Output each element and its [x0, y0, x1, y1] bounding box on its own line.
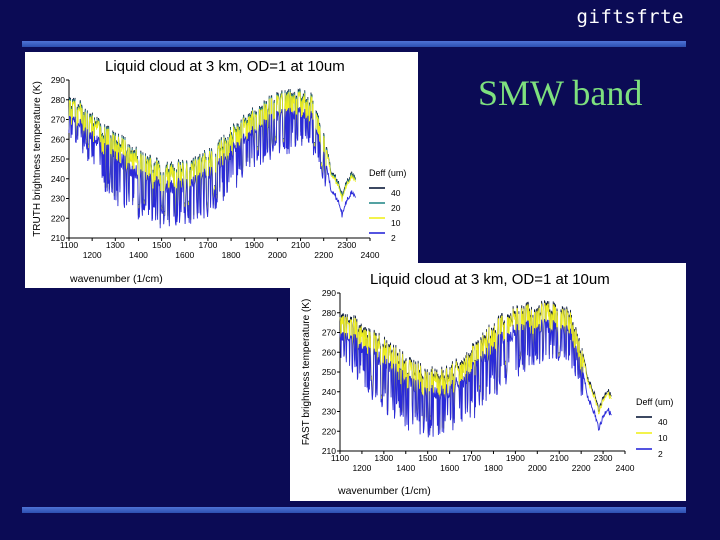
chart2-y-tick-label: 270 [322, 328, 336, 338]
chart1-y-tick-label: 290 [51, 75, 65, 85]
chart2-y-tick-label: 290 [322, 288, 336, 298]
chart2-legend-title: Deff (um) [636, 397, 673, 407]
chart2-y-axis-label: FAST brightness temperature (K) [301, 299, 312, 446]
brand-label: giftsfrte [576, 6, 684, 28]
chart1-x-axis-label: wavenumber (1/cm) [69, 273, 163, 285]
chart1-x-tick-label: 1800 [222, 250, 241, 260]
chart2-x-axis-label: wavenumber (1/cm) [337, 485, 431, 497]
chart2-y-tick-label: 260 [322, 347, 336, 357]
chart1-y-tick-label: 250 [51, 154, 65, 164]
chart2-x-tick-label: 2200 [572, 463, 591, 473]
chart2-x-tick-label: 1400 [396, 463, 415, 473]
chart-panel-truth: Liquid cloud at 3 km, OD=1 at 10um TRUTH … [25, 52, 418, 288]
chart1-y-tick-label: 240 [51, 174, 65, 184]
chart1-x-tick-label: 2000 [268, 250, 287, 260]
chart2-legend-label-10: 10 [658, 433, 668, 443]
chart2-x-tick-label: 1200 [352, 463, 371, 473]
chart2-y-tick-label: 230 [322, 407, 336, 417]
chart1-title: Liquid cloud at 3 km, OD=1 at 10um [105, 58, 345, 75]
chart1-x-tick-label: 1400 [129, 250, 148, 260]
chart1-y-tick-label: 260 [51, 134, 65, 144]
chart2-legend-label-2: 2 [658, 449, 663, 459]
chart1-x-tick-label: 1200 [83, 250, 102, 260]
chart2-y-tick-label: 220 [322, 426, 336, 436]
chart2-x-tick-label: 1500 [418, 453, 437, 463]
chart1-legend-label-2: 2 [391, 233, 396, 243]
chart1-x-tick-label: 2100 [291, 240, 310, 250]
chart2-x-tick-label: 1100 [331, 453, 350, 463]
chart1-series-2 [68, 107, 356, 229]
chart1-series-10 [68, 91, 356, 225]
chart1-y-tick-label: 220 [51, 213, 65, 223]
chart2-x-tick-label: 2100 [550, 453, 569, 463]
chart2-series-2 [339, 319, 612, 438]
chart1-x-tick-label: 1300 [106, 240, 125, 250]
slide-title: SMW band [478, 73, 643, 113]
chart2-x-tick-label: 1800 [484, 463, 503, 473]
chart2-x-tick-label: 1700 [462, 453, 481, 463]
chart1-x-tick-label: 2400 [361, 250, 380, 260]
chart1-x-tick-label: 2300 [337, 240, 356, 250]
chart1-legend-title: Deff (um) [369, 168, 406, 178]
chart2-y-tick-label: 250 [322, 367, 336, 377]
chart1-x-tick-label: 1100 [60, 240, 79, 250]
chart1-x-tick-label: 1700 [198, 240, 217, 250]
chart2-title: Liquid cloud at 3 km, OD=1 at 10um [370, 271, 610, 288]
chart-panel-fast: Liquid cloud at 3 km, OD=1 at 10um FAST b… [290, 263, 686, 501]
chart1-x-tick-label: 1600 [175, 250, 194, 260]
chart1-legend-label-40: 40 [391, 188, 401, 198]
chart2-x-tick-label: 1900 [506, 453, 525, 463]
chart1-y-tick-label: 280 [51, 95, 65, 105]
chart2-y-tick-label: 240 [322, 387, 336, 397]
chart1-x-tick-label: 1900 [245, 240, 264, 250]
chart-fast: Liquid cloud at 3 km, OD=1 at 10um FAST b… [301, 271, 673, 497]
chart2-y-tick-label: 210 [322, 446, 336, 456]
chart1-x-tick-label: 1500 [152, 240, 171, 250]
chart1-legend-label-10: 10 [391, 218, 401, 228]
chart1-y-tick-label: 270 [51, 115, 65, 125]
chart2-x-tick-label: 2000 [528, 463, 547, 473]
chart2-legend-label-40: 40 [658, 417, 668, 427]
chart1-y-tick-label: 210 [51, 233, 65, 243]
chart2-y-tick-label: 280 [322, 308, 336, 318]
chart1-y-tick-label: 230 [51, 194, 65, 204]
chart1-y-axis-label: TRUTH brightness temperature (K) [32, 81, 43, 237]
chart2-x-tick-label: 1300 [374, 453, 393, 463]
chart2-x-tick-label: 2400 [616, 463, 635, 473]
chart2-x-tick-label: 2300 [594, 453, 613, 463]
chart1-legend-label-20: 20 [391, 203, 401, 213]
bottom-rule [22, 507, 686, 513]
top-rule [22, 41, 686, 47]
chart1-x-tick-label: 2200 [314, 250, 333, 260]
chart-truth: Liquid cloud at 3 km, OD=1 at 10um TRUTH … [32, 58, 406, 285]
chart2-x-tick-label: 1600 [440, 463, 459, 473]
